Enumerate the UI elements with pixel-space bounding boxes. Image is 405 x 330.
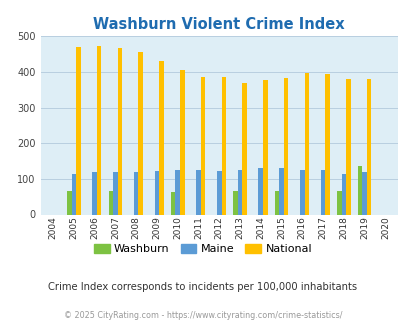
Bar xyxy=(324,74,329,214)
Bar xyxy=(304,73,309,215)
Bar xyxy=(154,171,159,214)
Bar xyxy=(179,70,184,214)
Bar xyxy=(200,77,205,215)
Title: Washburn Violent Crime Index: Washburn Violent Crime Index xyxy=(93,17,344,32)
Bar xyxy=(299,170,304,215)
Bar xyxy=(362,172,366,214)
Bar xyxy=(67,191,71,214)
Bar xyxy=(336,191,341,214)
Bar xyxy=(76,47,81,214)
Bar xyxy=(71,174,76,214)
Bar xyxy=(262,80,267,214)
Bar xyxy=(341,174,345,214)
Bar xyxy=(117,48,122,214)
Bar xyxy=(274,191,279,214)
Bar xyxy=(175,170,179,215)
Bar xyxy=(97,46,101,214)
Bar xyxy=(221,77,226,215)
Bar xyxy=(92,173,97,214)
Bar xyxy=(320,170,324,215)
Bar xyxy=(216,171,221,214)
Bar xyxy=(283,78,288,214)
Bar xyxy=(171,192,175,214)
Bar xyxy=(196,170,200,215)
Bar xyxy=(108,191,113,214)
Text: Crime Index corresponds to incidents per 100,000 inhabitants: Crime Index corresponds to incidents per… xyxy=(48,282,357,292)
Bar xyxy=(345,79,350,214)
Bar xyxy=(159,60,163,214)
Text: © 2025 CityRating.com - https://www.cityrating.com/crime-statistics/: © 2025 CityRating.com - https://www.city… xyxy=(64,311,341,320)
Bar xyxy=(113,172,117,214)
Bar xyxy=(258,168,262,214)
Bar xyxy=(242,83,246,214)
Bar xyxy=(134,173,138,214)
Bar xyxy=(237,170,242,215)
Bar xyxy=(279,168,283,214)
Bar xyxy=(366,79,371,214)
Bar xyxy=(357,166,362,214)
Bar xyxy=(232,191,237,214)
Bar xyxy=(138,52,143,214)
Legend: Washburn, Maine, National: Washburn, Maine, National xyxy=(89,239,316,258)
